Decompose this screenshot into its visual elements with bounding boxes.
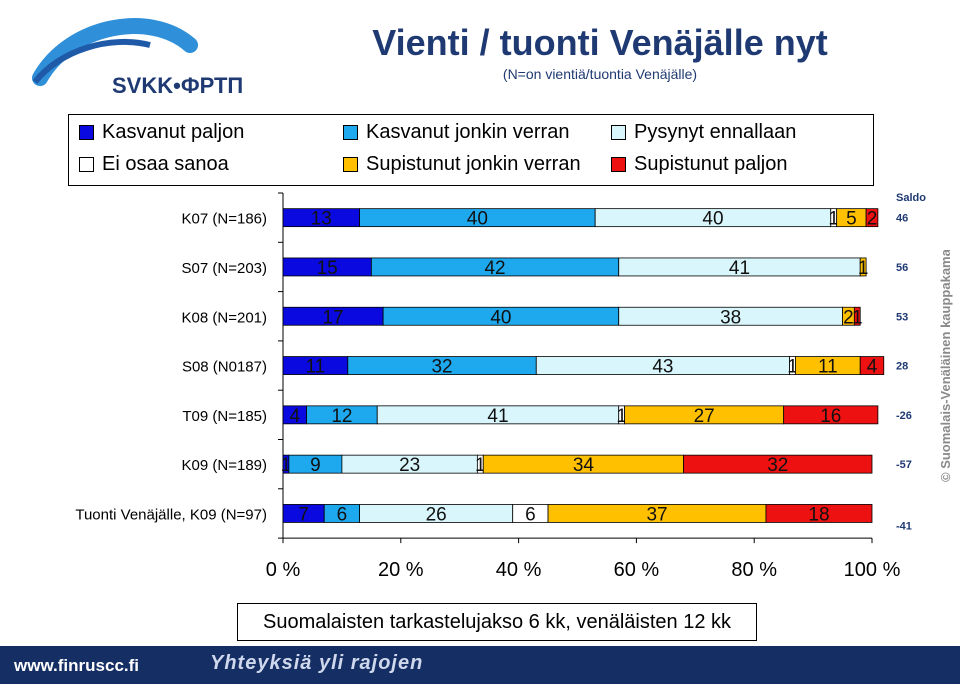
data-label: 7 <box>298 504 309 525</box>
legend-swatch <box>343 157 358 172</box>
saldo-value: -26 <box>896 410 912 422</box>
legend-label: Supistunut jonkin verran <box>366 153 581 175</box>
legend-item: Kasvanut paljon <box>79 121 244 144</box>
saldo-value: 53 <box>896 311 908 323</box>
data-label: 34 <box>573 455 595 476</box>
saldo-header: Saldo <box>896 192 926 204</box>
legend-swatch <box>79 157 94 172</box>
legend-item: Supistunut jonkin verran <box>343 153 581 176</box>
x-tick-label: 100 % <box>844 559 901 581</box>
x-tick-label: 80 % <box>731 559 777 581</box>
data-label: 38 <box>720 307 741 328</box>
saldo-value: -41 <box>896 520 912 532</box>
page-subtitle: (N=on vientiä/tuontia Venäjälle) <box>502 66 698 82</box>
legend-swatch <box>611 157 626 172</box>
data-label: 1 <box>852 307 863 328</box>
bar-segment <box>859 356 885 375</box>
legend-label: Supistunut paljon <box>634 153 788 175</box>
svkk-logo: SVKK•ФРТП <box>32 18 243 98</box>
data-label: 32 <box>431 357 452 378</box>
legend-item: Ei osaa sanoa <box>79 153 229 176</box>
saldo-value: 56 <box>896 262 908 274</box>
page-title: Vienti / tuonti Venäjälle nyt <box>372 22 828 63</box>
data-label: 42 <box>484 258 505 279</box>
footer-bar <box>0 646 960 684</box>
watermark-text: © Suomalais-Venäläinen kauppakamari <box>938 250 953 482</box>
data-label: 37 <box>646 504 667 525</box>
x-tick-label: 0 % <box>266 559 301 581</box>
data-label: 13 <box>311 209 332 230</box>
data-label: 32 <box>767 455 788 476</box>
legend-label: Kasvanut paljon <box>102 121 245 143</box>
legend-item: Pysynyt ennallaan <box>611 121 796 144</box>
logo-text: SVKK•ФРТП <box>112 73 243 98</box>
category-label: K09 (N=189) <box>182 457 267 474</box>
data-label: 23 <box>399 455 420 476</box>
data-label: 40 <box>467 209 488 230</box>
data-label: 41 <box>487 406 508 427</box>
legend-label: Kasvanut jonkin verran <box>366 121 570 143</box>
saldo-value: 46 <box>896 213 908 225</box>
category-label: S08 (N0187) <box>182 359 267 376</box>
data-label: 1 <box>787 357 798 378</box>
data-label: 18 <box>808 504 829 525</box>
data-label: 4 <box>289 406 300 427</box>
saldo-value: -57 <box>896 459 912 471</box>
legend-label: Ei osaa sanoa <box>102 153 229 175</box>
data-label: 4 <box>867 357 878 378</box>
data-label: 11 <box>306 357 326 378</box>
data-label: 2 <box>843 307 854 328</box>
category-label: Tuonti Venäjälle, K09 (N=97) <box>75 506 267 523</box>
legend-swatch <box>611 125 626 140</box>
copyright-watermark: © Suomalais-Venäläinen kauppakamari <box>938 250 953 482</box>
data-label: 15 <box>317 258 338 279</box>
data-label: 27 <box>694 406 715 427</box>
bar-segment <box>683 454 873 474</box>
data-label: 5 <box>846 209 857 230</box>
x-tick-label: 20 % <box>378 559 424 581</box>
footer-slogan: Yhteyksiä yli rajojen <box>210 652 424 674</box>
saldo-value: 28 <box>896 361 908 373</box>
data-label: 1 <box>828 209 839 230</box>
legend-label: Pysynyt ennallaan <box>634 121 797 143</box>
period-note: Suomalaisten tarkastelujakso 6 kk, venäl… <box>237 603 757 641</box>
data-label: 6 <box>525 504 536 525</box>
data-label: 1 <box>281 455 292 476</box>
data-label: 1 <box>475 455 486 476</box>
data-label: 40 <box>702 209 723 230</box>
data-label: 43 <box>652 357 673 378</box>
bar-segment <box>765 504 873 523</box>
data-label: 2 <box>867 209 878 230</box>
data-label: 12 <box>331 406 352 427</box>
data-label: 1 <box>858 258 869 279</box>
category-label: S07 (N=203) <box>182 260 267 277</box>
category-label: K07 (N=186) <box>182 211 267 228</box>
data-label: 40 <box>490 307 511 328</box>
data-label: 1 <box>616 406 627 427</box>
category-label: T09 (N=185) <box>182 408 267 425</box>
footer-url[interactable]: www.finruscc.fi <box>14 656 140 675</box>
data-label: 17 <box>322 307 343 328</box>
bar-segment <box>783 405 879 425</box>
data-label: 11 <box>818 357 838 378</box>
data-label: 26 <box>426 504 447 525</box>
bar-segment <box>859 257 867 277</box>
legend-item: Supistunut paljon <box>611 153 787 176</box>
chart-legend: Kasvanut paljon Kasvanut jonkin verran P… <box>68 114 874 186</box>
category-label: K08 (N=201) <box>182 309 267 326</box>
x-tick-label: 40 % <box>496 559 542 581</box>
data-label: 41 <box>729 258 750 279</box>
data-label: 16 <box>820 406 841 427</box>
data-label: 6 <box>337 504 348 525</box>
legend-swatch <box>79 125 94 140</box>
legend-item: Kasvanut jonkin verran <box>343 121 569 144</box>
legend-swatch <box>343 125 358 140</box>
data-label: 9 <box>310 455 321 476</box>
x-tick-label: 60 % <box>614 559 660 581</box>
bar-segment <box>853 306 861 326</box>
bar-segment <box>865 208 879 228</box>
